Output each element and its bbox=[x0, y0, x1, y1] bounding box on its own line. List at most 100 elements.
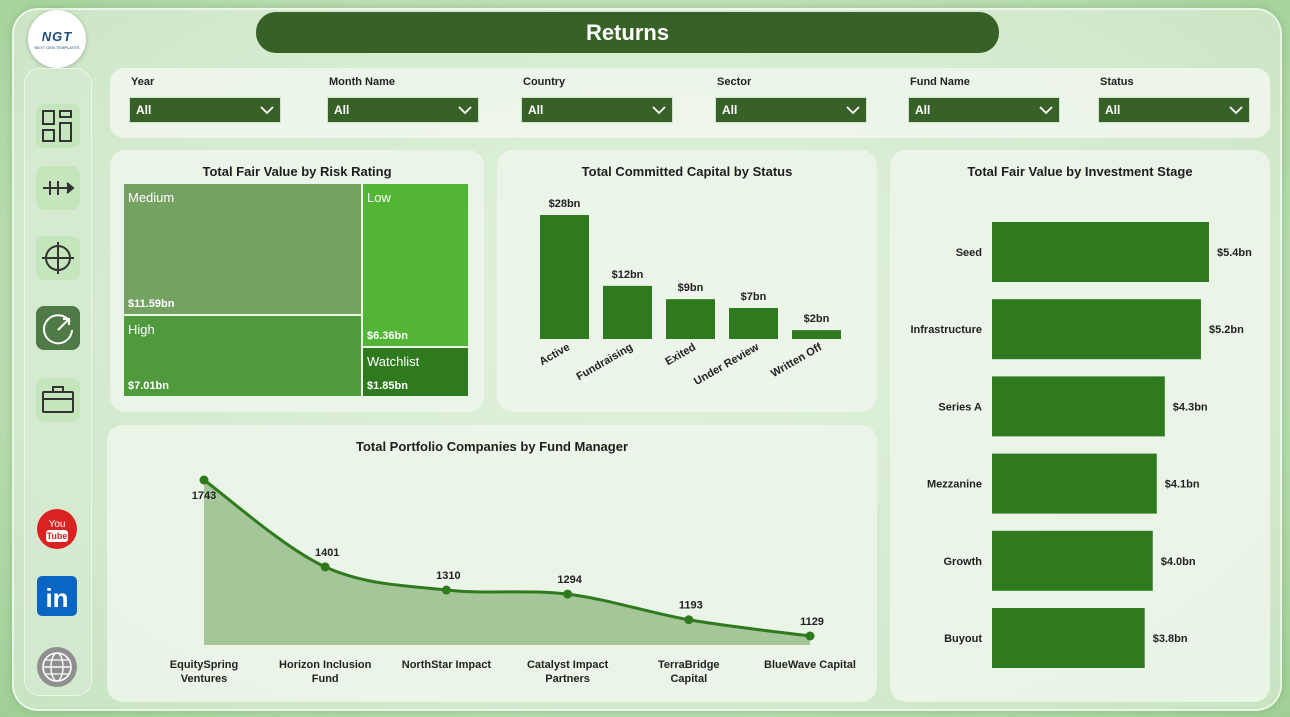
treemap-label: High bbox=[128, 322, 155, 337]
briefcase-icon bbox=[42, 386, 74, 413]
category-label: Mezzanine bbox=[927, 479, 982, 491]
bar-buyout[interactable] bbox=[992, 608, 1145, 668]
globe-icon[interactable] bbox=[36, 646, 78, 688]
category-label: Partners bbox=[545, 673, 590, 685]
filter-label: Month Name bbox=[329, 76, 395, 88]
category-label: Growth bbox=[944, 556, 983, 568]
nav-portfolio-button[interactable] bbox=[36, 378, 80, 422]
data-point[interactable] bbox=[441, 585, 451, 595]
dropdown-value: All bbox=[915, 103, 931, 117]
fund-name-dropdown[interactable]: All bbox=[908, 97, 1060, 123]
nav-overview-button[interactable] bbox=[36, 104, 80, 148]
filter-country: Country All bbox=[502, 76, 673, 123]
data-label: $4.0bn bbox=[1161, 556, 1196, 568]
data-point[interactable] bbox=[684, 615, 694, 625]
bar-written-off[interactable] bbox=[792, 330, 841, 339]
nav-target-button[interactable] bbox=[36, 236, 80, 280]
nav-flow-button[interactable] bbox=[36, 166, 80, 210]
bar-series-a[interactable] bbox=[992, 376, 1165, 437]
area-fill bbox=[204, 480, 810, 645]
data-label: $3.8bn bbox=[1153, 633, 1188, 645]
category-label: Fundraising bbox=[574, 341, 635, 383]
brand-logo[interactable]: NGT NEXT GEN TEMPLATES bbox=[28, 10, 86, 68]
category-label: Seed bbox=[956, 247, 982, 259]
category-label: Exited bbox=[663, 341, 698, 368]
bar-infrastructure[interactable] bbox=[992, 299, 1201, 360]
month-dropdown[interactable]: All bbox=[327, 97, 479, 123]
treemap-label: Low bbox=[367, 190, 391, 205]
data-label: $5.2bn bbox=[1209, 324, 1244, 336]
data-label: $28bn bbox=[549, 198, 581, 210]
chart-title: Total Fair Value by Investment Stage bbox=[967, 164, 1193, 179]
category-label: Infrastructure bbox=[910, 324, 982, 336]
dropdown-value: All bbox=[334, 103, 350, 117]
category-label: Fund bbox=[312, 673, 339, 685]
chevron-down-icon bbox=[1229, 106, 1243, 115]
bar-growth[interactable] bbox=[992, 530, 1153, 591]
bar-seed[interactable] bbox=[992, 222, 1209, 282]
chart-title: Total Fair Value by Risk Rating bbox=[202, 164, 392, 179]
filter-label: Year bbox=[131, 76, 155, 88]
chart-title: Total Committed Capital by Status bbox=[581, 164, 793, 179]
chevron-down-icon bbox=[260, 106, 274, 115]
investment-stage-bar-chart: Seed $5.4bn Infrastructure $5.2bn Series A $4… bbox=[910, 222, 1252, 668]
treemap-label: Watchlist bbox=[367, 354, 420, 369]
category-label: EquitySpring bbox=[170, 659, 238, 671]
bar-mezzanine[interactable] bbox=[992, 453, 1157, 514]
page-title: Returns bbox=[256, 12, 999, 53]
category-label: Written Off bbox=[769, 341, 824, 380]
nav-returns-button[interactable] bbox=[36, 306, 80, 350]
filter-month: Month Name All bbox=[308, 76, 479, 123]
data-point[interactable] bbox=[563, 589, 573, 599]
treemap-cell-medium[interactable]: Medium $11.59bn bbox=[124, 184, 361, 314]
committed-capital-bar-chart: $28bn Active $12bn Fundraising $9bn Exited $7b… bbox=[537, 198, 841, 388]
bar-exited[interactable] bbox=[666, 299, 715, 339]
treemap-value: $7.01bn bbox=[128, 380, 169, 392]
data-label: 1310 bbox=[436, 570, 460, 582]
data-label: 1193 bbox=[679, 600, 703, 612]
filter-status: Status All bbox=[1079, 76, 1250, 123]
logo-subtext: NEXT GEN TEMPLATES bbox=[34, 44, 80, 50]
risk-rating-treemap: Medium $11.59bn Low $6.36bn High $7.01bn… bbox=[124, 184, 468, 396]
committed-capital-card: Total Committed Capital by Status $28bn A… bbox=[497, 150, 877, 412]
treemap-label: Medium bbox=[128, 190, 175, 205]
status-dropdown[interactable]: All bbox=[1098, 97, 1250, 123]
svg-text:Tube: Tube bbox=[47, 531, 68, 541]
gauge-icon bbox=[43, 314, 73, 345]
category-label: Catalyst Impact bbox=[527, 659, 609, 671]
data-label: $7bn bbox=[741, 291, 767, 303]
filter-label: Sector bbox=[717, 76, 752, 88]
treemap-value: $1.85bn bbox=[367, 380, 408, 392]
dashboard-icon bbox=[42, 110, 72, 142]
category-label: Capital bbox=[670, 673, 707, 685]
svg-text:in: in bbox=[45, 583, 68, 613]
bar-fundraising[interactable] bbox=[603, 285, 652, 339]
treemap-value: $6.36bn bbox=[367, 330, 408, 342]
bar-under-review[interactable] bbox=[729, 308, 778, 339]
risk-rating-card: Total Fair Value by Risk Rating Medium $… bbox=[110, 150, 484, 412]
youtube-icon[interactable]: You Tube bbox=[36, 508, 78, 550]
portfolio-companies-area-chart: 1743 EquitySpring Ventures 1401 Horizon Incl… bbox=[170, 475, 856, 685]
category-label: BlueWave Capital bbox=[764, 659, 856, 671]
data-point[interactable] bbox=[805, 631, 815, 641]
treemap-cell-low[interactable]: Low $6.36bn bbox=[363, 184, 468, 346]
dropdown-value: All bbox=[528, 103, 544, 117]
year-dropdown[interactable]: All bbox=[129, 97, 281, 123]
dropdown-value: All bbox=[1105, 103, 1121, 117]
filter-year: Year All bbox=[110, 76, 281, 123]
data-point[interactable] bbox=[199, 475, 209, 485]
chevron-down-icon bbox=[1039, 106, 1053, 115]
linkedin-icon[interactable]: in bbox=[36, 575, 78, 617]
treemap-cell-high[interactable]: High $7.01bn bbox=[124, 316, 361, 396]
filter-label: Status bbox=[1100, 76, 1134, 88]
data-label: $4.3bn bbox=[1173, 401, 1208, 413]
bar-active[interactable] bbox=[540, 215, 589, 339]
country-dropdown[interactable]: All bbox=[521, 97, 673, 123]
treemap-cell-watchlist[interactable]: Watchlist $1.85bn bbox=[363, 348, 468, 396]
sector-dropdown[interactable]: All bbox=[715, 97, 867, 123]
data-point[interactable] bbox=[320, 562, 330, 572]
category-label: Buyout bbox=[944, 633, 982, 645]
category-label: Active bbox=[537, 341, 572, 368]
treemap-value: $11.59bn bbox=[128, 298, 175, 310]
data-label: 1294 bbox=[557, 574, 582, 586]
